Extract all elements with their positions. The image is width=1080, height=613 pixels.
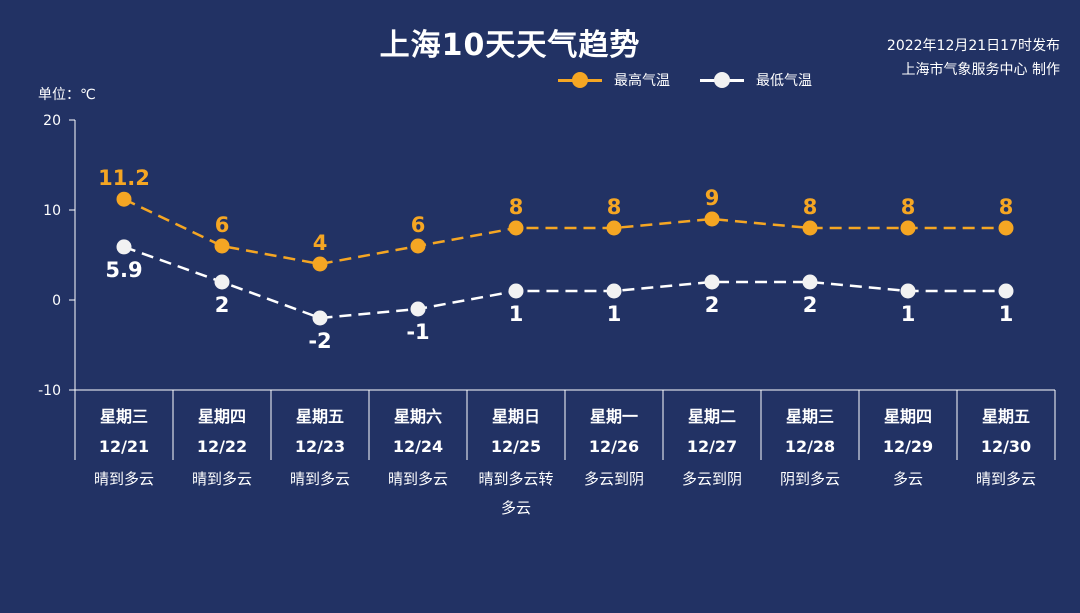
category-weekday: 星期一 <box>590 407 638 426</box>
high-temp-label: 6 <box>411 213 426 237</box>
category-weekday: 星期日 <box>492 407 540 426</box>
legend-high-marker-icon <box>558 72 602 88</box>
category-weekday: 星期六 <box>394 407 442 426</box>
category-date: 12/26 <box>589 437 639 456</box>
low-temp-point <box>606 283 622 299</box>
category-weather: 晴到多云转 <box>478 470 553 488</box>
low-temp-point <box>214 274 230 290</box>
low-temp-label: 2 <box>803 293 818 317</box>
legend-high-label: 最高气温 <box>614 73 670 89</box>
legend-item-high: 最高气温 <box>558 70 670 90</box>
category-date: 12/29 <box>883 437 933 456</box>
low-temp-point <box>312 310 328 326</box>
category-weekday: 星期四 <box>198 407 246 426</box>
category-date: 12/24 <box>393 437 443 456</box>
low-temp-label: -1 <box>406 320 429 344</box>
high-temp-point <box>704 211 720 227</box>
high-temp-label: 11.2 <box>98 166 150 190</box>
publisher: 上海市气象服务中心 制作 <box>901 62 1060 78</box>
legend-low-marker-icon <box>700 72 744 88</box>
category-weather: 多云 <box>501 499 531 517</box>
y-tick-label: 20 <box>43 113 61 129</box>
low-temp-label: -2 <box>308 329 331 353</box>
category-weather: 多云到阴 <box>584 470 644 488</box>
high-temp-label: 8 <box>901 195 916 219</box>
y-tick-label: 10 <box>43 203 61 219</box>
unit-label: 单位：℃ <box>38 87 96 103</box>
low-temp-line <box>123 245 1006 320</box>
category-date: 12/21 <box>99 437 149 456</box>
category-date: 12/28 <box>785 437 835 456</box>
low-temp-point <box>998 283 1014 299</box>
category-weekday: 星期二 <box>688 407 736 426</box>
category-date: 12/25 <box>491 437 541 456</box>
high-temp-point <box>802 220 818 236</box>
y-tick-label: -10 <box>38 383 61 399</box>
high-temp-label: 4 <box>313 231 328 255</box>
chart-title: 上海10天天气趋势 <box>379 28 641 63</box>
low-temp-label: 1 <box>999 302 1014 326</box>
category-weather: 阴到多云 <box>780 470 840 488</box>
high-temp-line <box>123 198 1006 266</box>
high-temp-point <box>998 220 1014 236</box>
y-tick-label: 0 <box>52 293 61 309</box>
publish-date: 2022年12月21日17时发布 <box>886 38 1060 54</box>
category-weekday: 星期五 <box>296 407 344 426</box>
low-temp-label: 5.9 <box>105 258 142 282</box>
high-temp-label: 8 <box>803 195 818 219</box>
high-temp-label: 6 <box>215 213 230 237</box>
category-weather: 晴到多云 <box>388 470 448 488</box>
publish-info: 2022年12月21日17时发布 上海市气象服务中心 制作 <box>887 34 1060 82</box>
low-temp-label: 1 <box>607 302 622 326</box>
category-date: 12/23 <box>295 437 345 456</box>
category-weekday: 星期四 <box>884 407 932 426</box>
category-date: 12/22 <box>197 437 247 456</box>
legend: 最高气温 最低气温 <box>558 70 812 90</box>
low-temp-point <box>900 283 916 299</box>
category-weather: 晴到多云 <box>976 470 1036 488</box>
high-temp-point <box>606 220 622 236</box>
category-weekday: 星期三 <box>786 407 834 426</box>
category-weather: 多云 <box>893 470 923 488</box>
low-temp-point <box>802 274 818 290</box>
category-weather: 晴到多云 <box>192 470 252 488</box>
high-temp-point <box>116 191 132 207</box>
category-weekday: 星期三 <box>100 407 148 426</box>
category-date: 12/27 <box>687 437 737 456</box>
low-temp-label: 1 <box>901 302 916 326</box>
high-temp-point <box>508 220 524 236</box>
high-temp-label: 8 <box>607 195 622 219</box>
low-temp-point <box>410 301 426 317</box>
low-temp-point <box>508 283 524 299</box>
low-temp-point <box>704 274 720 290</box>
category-weather: 晴到多云 <box>290 470 350 488</box>
high-temp-point <box>410 238 426 254</box>
high-temp-label: 8 <box>999 195 1014 219</box>
high-temp-point <box>214 238 230 254</box>
high-temp-point <box>312 256 328 272</box>
legend-item-low: 最低气温 <box>700 70 812 90</box>
category-date: 12/30 <box>981 437 1031 456</box>
low-temp-label: 2 <box>705 293 720 317</box>
category-weekday: 星期五 <box>982 407 1030 426</box>
low-temp-label: 2 <box>215 293 230 317</box>
high-temp-point <box>900 220 916 236</box>
low-temp-label: 1 <box>509 302 524 326</box>
high-temp-label: 8 <box>509 195 524 219</box>
low-temp-point <box>116 239 132 255</box>
high-temp-label: 9 <box>705 186 720 210</box>
category-weather: 多云到阴 <box>682 470 742 488</box>
legend-low-label: 最低气温 <box>756 73 812 89</box>
category-weather: 晴到多云 <box>94 470 154 488</box>
